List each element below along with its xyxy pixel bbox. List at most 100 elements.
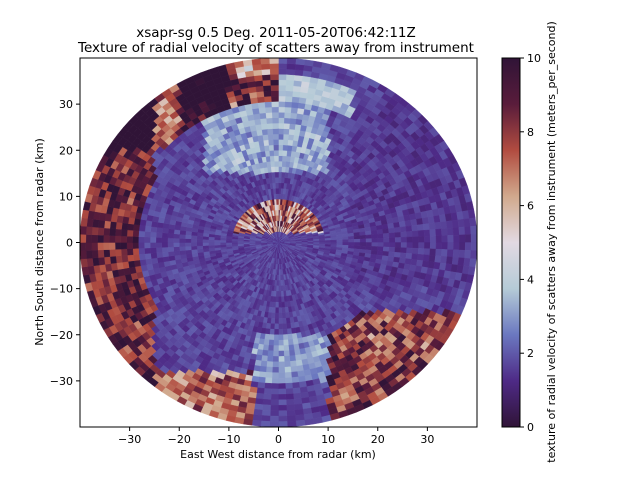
- radar-gate: [138, 253, 146, 261]
- radar-gate: [85, 242, 93, 251]
- radar-gate: [274, 307, 279, 314]
- radar-gate: [261, 409, 271, 417]
- radar-gate: [278, 155, 283, 162]
- radar-gate: [168, 255, 176, 262]
- radar-gate: [179, 233, 186, 239]
- radar-gate: [435, 235, 443, 243]
- radar-gate: [121, 254, 129, 263]
- radar-gate: [150, 257, 159, 265]
- radar-gate: [458, 226, 466, 236]
- radar-gate: [271, 366, 279, 373]
- radar-gate: [179, 238, 186, 243]
- radar-gate: [150, 226, 158, 233]
- radar-gate: [273, 188, 277, 195]
- radar-gate: [286, 68, 296, 76]
- radar-gate: [284, 101, 293, 108]
- radar-gate: [260, 415, 271, 422]
- radar-gate: [417, 230, 425, 237]
- radar-gate: [435, 242, 443, 250]
- radar-gate: [411, 253, 419, 261]
- radar-gate: [257, 96, 266, 103]
- radar-gate: [278, 410, 288, 417]
- radar-gate: [126, 229, 134, 237]
- radar-gate: [354, 238, 361, 243]
- colorbar-tick-label: 8: [527, 126, 534, 139]
- radar-gate: [132, 248, 140, 255]
- radar-gate: [282, 334, 289, 341]
- radar-gate: [388, 232, 396, 239]
- radar-gate: [453, 242, 460, 251]
- radar-gate: [268, 334, 275, 341]
- radar-gate: [280, 290, 284, 297]
- radar-gate: [219, 244, 227, 248]
- radar-gate: [269, 68, 279, 75]
- radar-gate: [278, 285, 282, 292]
- radar-gate: [278, 296, 282, 303]
- radar-gate: [278, 361, 285, 368]
- radar-gate: [278, 399, 287, 406]
- radar-gate: [286, 328, 293, 335]
- radar-gate: [103, 234, 110, 243]
- radar-gate: [138, 247, 146, 255]
- radar-gate: [429, 242, 437, 250]
- colorbar-tick-label: 6: [527, 200, 534, 213]
- radar-gate: [411, 224, 419, 232]
- radar-gate: [417, 224, 425, 232]
- radar-gate: [272, 128, 279, 135]
- radar-gate: [278, 112, 286, 119]
- radar-gate: [267, 166, 272, 173]
- radar-gate: [381, 223, 389, 230]
- radar-gate: [275, 193, 279, 200]
- radar-gate: [132, 242, 139, 249]
- radar-gate: [394, 247, 402, 253]
- radar-gate: [190, 245, 198, 251]
- radar-gate: [359, 234, 367, 240]
- radar-gate: [97, 227, 105, 236]
- radar-gate: [208, 244, 215, 249]
- radar-gate: [257, 382, 266, 389]
- radar-gate: [459, 234, 466, 243]
- radar-gate: [109, 221, 117, 230]
- radar-gate: [262, 79, 272, 87]
- radar-gate: [126, 235, 133, 243]
- radar-gate: [464, 250, 472, 259]
- radar-gate: [469, 217, 477, 227]
- radar-gate: [288, 134, 295, 141]
- radar-gate: [91, 242, 98, 251]
- radar-gate: [470, 233, 477, 243]
- radar-gate: [273, 133, 279, 140]
- radar-gate: [453, 234, 460, 243]
- radar-gate: [283, 344, 290, 352]
- radar-gate: [441, 235, 449, 243]
- radar-gate: [264, 95, 272, 103]
- radar-gate: [459, 242, 466, 251]
- radar-gate: [132, 224, 140, 232]
- radar-gate: [278, 388, 287, 395]
- radar-gate: [263, 139, 270, 146]
- radar-gate: [149, 242, 157, 249]
- radar-gate: [274, 318, 279, 325]
- radar-gate: [282, 139, 289, 146]
- radar-gate: [190, 242, 198, 247]
- radar-gate: [284, 366, 292, 373]
- radar-gate: [441, 242, 449, 250]
- radar-gate: [108, 235, 116, 243]
- radar-gate: [268, 139, 275, 146]
- radar-gate: [294, 408, 304, 416]
- radar-gate: [283, 133, 290, 141]
- radar-gate: [253, 69, 263, 77]
- radar-gate: [283, 355, 291, 363]
- radar-gate: [103, 220, 111, 229]
- radar-gate: [271, 112, 279, 119]
- radar-gate: [446, 227, 454, 236]
- radar-gate: [286, 409, 296, 417]
- radar-gate: [292, 90, 301, 98]
- radar-gate: [173, 242, 180, 248]
- radar-gate: [469, 258, 477, 268]
- radar-gate: [242, 59, 253, 67]
- radar-gate: [423, 248, 431, 256]
- radar-gate: [184, 245, 192, 251]
- radar-gate: [283, 350, 290, 357]
- radar-gate: [85, 226, 93, 235]
